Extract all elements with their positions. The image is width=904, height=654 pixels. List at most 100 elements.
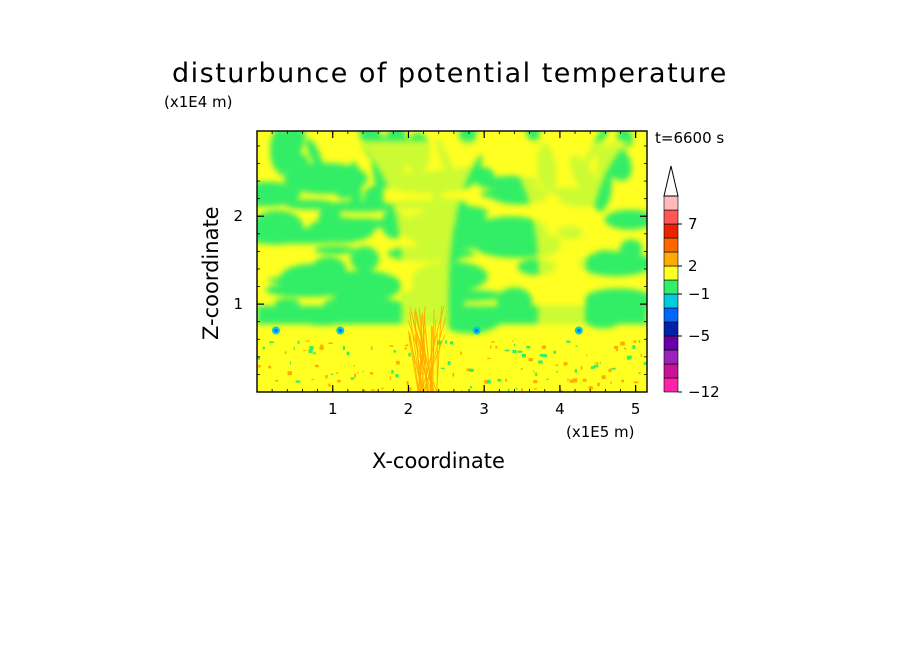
- speckle: [521, 354, 526, 358]
- colorbar-label: 2: [688, 257, 698, 275]
- speckle: [559, 387, 562, 392]
- speckle: [633, 340, 637, 343]
- speckle: [346, 351, 350, 356]
- speckle: [313, 390, 316, 392]
- colorbar-swatch: [663, 363, 679, 379]
- y-tick-label: 1: [233, 295, 243, 313]
- x-tick-label: 3: [479, 400, 489, 418]
- speckle: [389, 345, 394, 347]
- speckle: [357, 372, 359, 374]
- orange-streak: [408, 335, 419, 392]
- speckle: [575, 345, 578, 347]
- speckle: [391, 370, 394, 374]
- speckle: [621, 379, 624, 383]
- speckle: [389, 376, 391, 380]
- green-streak: [285, 152, 309, 173]
- colorbar-label: −12: [688, 383, 720, 401]
- speckle: [611, 367, 616, 370]
- green-band: [257, 305, 647, 325]
- speckle: [408, 352, 411, 357]
- speckle: [328, 342, 333, 344]
- orange-streak: [418, 307, 428, 392]
- speckle: [381, 387, 384, 390]
- speckle: [535, 372, 538, 376]
- green-patch: [284, 199, 336, 210]
- orange-streak: [436, 306, 442, 392]
- orange-streak: [424, 317, 447, 392]
- speckle: [567, 378, 569, 382]
- speckle: [262, 346, 266, 350]
- x-ticks: 1 2 3 4 5: [271, 131, 640, 418]
- colorbar-swatch: [663, 223, 679, 239]
- speckle: [303, 349, 306, 351]
- green-patch: [323, 270, 402, 302]
- speckle: [293, 346, 295, 351]
- colorbar-swatch: [663, 335, 679, 351]
- speckle: [520, 368, 523, 370]
- y-tick-label: 2: [233, 207, 243, 225]
- green-streak: [466, 153, 482, 188]
- speckle: [610, 381, 612, 384]
- blue-core: [338, 328, 342, 333]
- colorbar-label: 7: [688, 215, 698, 233]
- speckle: [325, 374, 328, 379]
- speckle: [539, 354, 545, 357]
- orange-streak: [423, 316, 432, 392]
- speckle: [490, 345, 492, 349]
- speckle: [370, 389, 375, 391]
- speckle: [319, 346, 324, 350]
- speckle: [395, 374, 399, 378]
- speckle: [599, 362, 602, 364]
- speckle: [526, 345, 531, 349]
- speckle: [466, 368, 472, 371]
- colorbar-swatch: [663, 279, 679, 295]
- blue-core: [274, 328, 278, 333]
- speckle: [588, 386, 593, 390]
- green-patch: [350, 246, 380, 272]
- speckle: [582, 378, 587, 382]
- speckle: [597, 382, 600, 387]
- speckle: [447, 361, 451, 366]
- speckle: [546, 378, 549, 381]
- speckle: [638, 372, 641, 375]
- green-streak: [333, 172, 356, 199]
- speckle: [504, 349, 510, 352]
- speckle: [620, 341, 625, 346]
- y-ticks: 12: [233, 145, 647, 375]
- speckle: [586, 354, 588, 357]
- speckle: [404, 347, 407, 350]
- green-patch: [610, 254, 647, 271]
- speckle: [533, 370, 535, 373]
- x-axis-label: X-coordinate: [372, 449, 505, 473]
- colorbar-swatch: [663, 321, 679, 337]
- speckle: [287, 371, 292, 376]
- speckle: [330, 373, 333, 375]
- yellow-plume: [353, 141, 494, 392]
- green-streak: [306, 138, 323, 170]
- speckle: [257, 356, 260, 360]
- speckle: [505, 378, 507, 382]
- speckle: [590, 367, 594, 369]
- speckle: [541, 345, 547, 349]
- speckle: [528, 358, 533, 362]
- speckle: [580, 365, 583, 370]
- green-patch: [310, 172, 336, 181]
- speckle: [512, 349, 517, 354]
- colorbar-swatch: [663, 265, 679, 281]
- speckle: [396, 360, 400, 365]
- x-tick-label: 4: [555, 400, 565, 418]
- speckle: [336, 372, 338, 375]
- green-patch: [274, 298, 300, 308]
- colorbar-extend-arrow: [663, 165, 679, 197]
- speckle: [626, 356, 631, 360]
- speckle: [572, 378, 578, 383]
- contour-field: [257, 131, 647, 392]
- speckle: [371, 346, 373, 348]
- orange-speckles: [257, 305, 647, 392]
- speckle: [350, 377, 355, 380]
- speckle: [495, 346, 498, 349]
- orange-streak: [430, 326, 433, 392]
- speckle: [632, 345, 636, 349]
- speckle: [362, 370, 364, 373]
